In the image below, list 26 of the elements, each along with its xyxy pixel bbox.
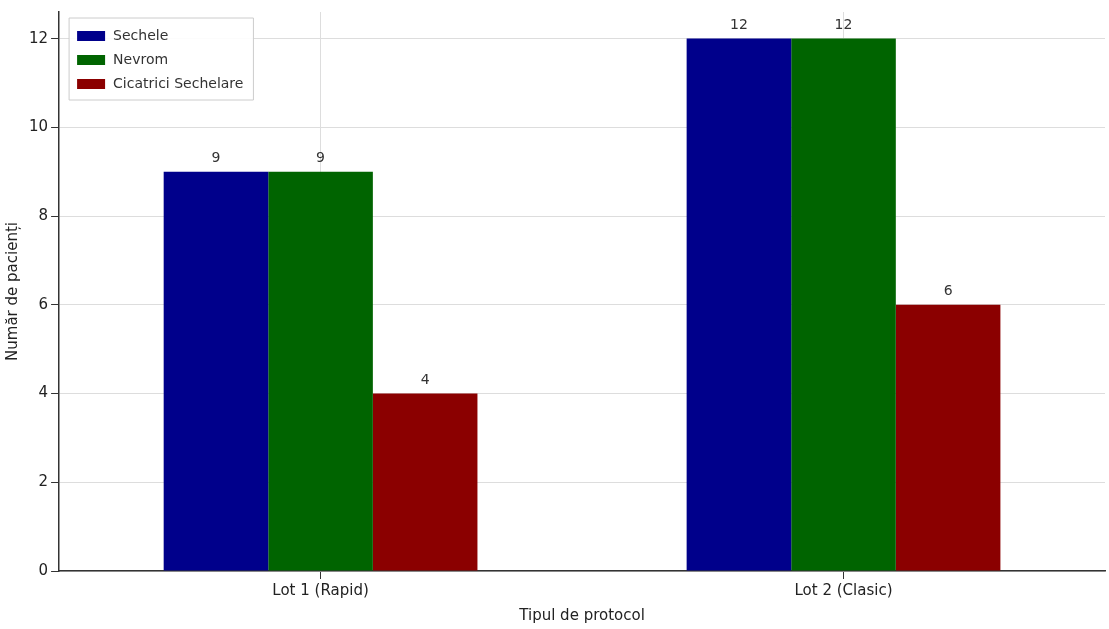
bar: [163, 171, 269, 571]
x-tick-label: Lot 2 (Clasic): [794, 580, 893, 599]
data-label: 6: [943, 282, 953, 299]
legend-label: Cicatrici Sechelare: [113, 74, 244, 91]
y-tick-label: 2: [38, 472, 49, 491]
data-label: 12: [730, 16, 748, 33]
data-label: 9: [316, 149, 326, 166]
x-axis-title: Tipul de protocol: [518, 605, 645, 624]
y-tick-label: 6: [38, 294, 49, 313]
bar: [686, 38, 792, 571]
legend-label: Sechele: [113, 26, 169, 43]
y-tick-label: 8: [38, 205, 49, 224]
y-axis-title: Număr de pacienți: [2, 222, 21, 361]
bar: [895, 304, 1001, 571]
y-tick-label: 10: [28, 117, 49, 136]
data-label: 12: [834, 16, 853, 33]
y-tick-label: 0: [38, 560, 49, 579]
x-tick-label: Lot 1 (Rapid): [272, 580, 369, 599]
bar: [372, 393, 478, 571]
y-tick-label: 4: [38, 383, 49, 402]
y-tick-label: 12: [28, 28, 49, 47]
data-label: 4: [420, 371, 430, 388]
bar: [268, 171, 373, 571]
bar: [791, 38, 896, 571]
data-label: 9: [211, 149, 221, 166]
legend-label: Nevrom: [113, 50, 169, 67]
